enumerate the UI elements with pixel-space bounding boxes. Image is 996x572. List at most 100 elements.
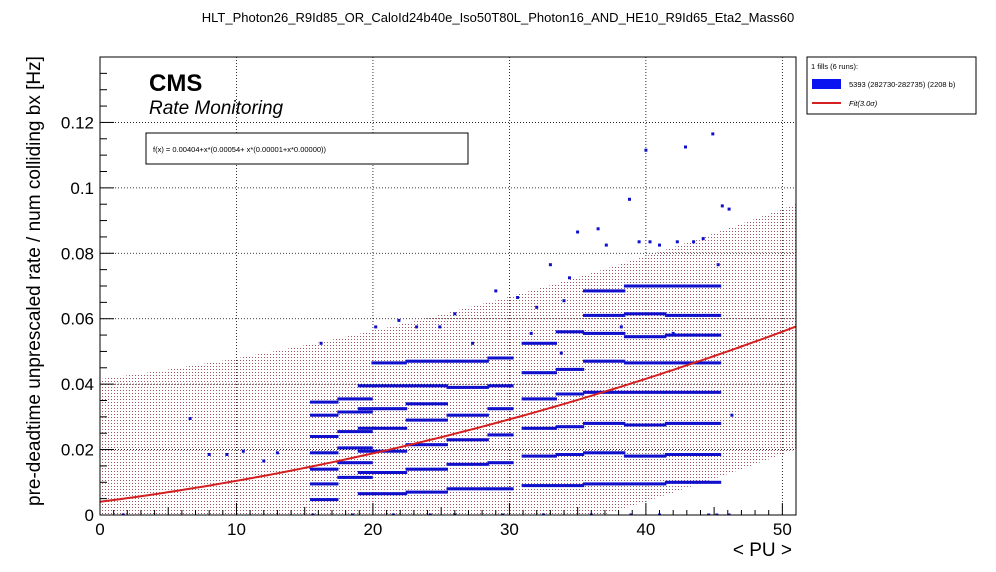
data-point: [403, 361, 407, 365]
data-point: [606, 451, 610, 455]
data-point: [401, 384, 405, 388]
data-point: [335, 435, 339, 438]
data-point: [419, 384, 423, 388]
data-point: [390, 492, 394, 496]
data-point: [589, 390, 593, 394]
data-point: [428, 359, 432, 363]
data-point: [558, 453, 561, 456]
data-point: [702, 480, 705, 484]
data-point: [489, 356, 493, 360]
data-point: [460, 487, 464, 491]
data-point: [567, 453, 571, 456]
data-point: [528, 454, 532, 458]
data-point: [589, 331, 593, 335]
data-point: [654, 284, 658, 288]
data-point: [589, 482, 593, 486]
data-point: [699, 421, 703, 425]
data-point: [664, 333, 668, 337]
data-point: [596, 289, 600, 293]
data-point: [415, 325, 419, 329]
data-point: [451, 438, 455, 442]
data-point: [560, 330, 564, 334]
data-point: [362, 446, 366, 450]
data-point: [448, 385, 452, 389]
data-point: [330, 400, 334, 404]
data-point: [431, 359, 435, 363]
y-tick-label: 0.04: [61, 375, 94, 394]
data-point: [323, 467, 327, 471]
data-point: [547, 397, 551, 401]
data-point: [692, 313, 696, 317]
data-point: [407, 418, 411, 422]
data-point: [378, 361, 382, 365]
data-point: [622, 289, 626, 293]
data-point: [362, 426, 366, 430]
data-point: [674, 453, 678, 456]
data-point: [542, 426, 546, 430]
data-point: [695, 284, 698, 288]
data-point: [640, 284, 644, 288]
data-point: [565, 330, 568, 334]
data-point: [367, 397, 371, 401]
data-point: [559, 351, 563, 355]
data-point: [606, 331, 610, 335]
data-point: [702, 421, 705, 425]
data-point: [506, 433, 509, 437]
data-point: [323, 400, 327, 404]
data-point: [376, 407, 380, 411]
data-point: [664, 284, 668, 288]
data-point: [617, 451, 621, 455]
data-point: [401, 449, 405, 453]
data-point: [312, 435, 316, 438]
data-point: [501, 487, 505, 491]
data-point: [706, 390, 710, 394]
data-point: [462, 385, 466, 389]
data-point: [526, 341, 530, 345]
data-point: [549, 397, 553, 401]
data-point: [706, 284, 710, 288]
data-point: [469, 359, 473, 363]
data-point: [608, 390, 612, 394]
data-point: [626, 284, 630, 288]
y-tick-label: 0.12: [61, 113, 94, 132]
data-point: [658, 390, 662, 394]
data-point: [438, 325, 442, 329]
data-point: [713, 390, 717, 394]
data-point: [310, 400, 313, 404]
data-point: [503, 384, 507, 388]
data-point: [438, 402, 441, 406]
data-point: [346, 430, 350, 434]
data-point: [435, 443, 439, 447]
data-point: [562, 392, 566, 396]
data-point: [385, 426, 389, 430]
data-point: [690, 284, 694, 288]
data-point: [706, 333, 710, 337]
data-point: [535, 305, 539, 309]
data-point: [560, 425, 564, 429]
data-point: [353, 430, 357, 434]
data-point: [369, 397, 373, 401]
data-point: [438, 384, 441, 388]
data-point: [585, 451, 589, 455]
data-point: [448, 487, 452, 491]
data-point: [424, 384, 428, 388]
data-point: [397, 449, 401, 453]
data-point: [330, 435, 334, 438]
data-point: [671, 361, 675, 365]
data-point: [713, 284, 717, 288]
data-point: [649, 335, 653, 339]
data-point: [713, 453, 717, 456]
data-point: [658, 454, 662, 458]
data-point: [671, 480, 675, 484]
data-point: [330, 482, 334, 486]
data-point: [615, 331, 619, 335]
data-point: [417, 443, 421, 447]
data-point: [337, 430, 341, 434]
data-point: [626, 423, 630, 427]
data-point: [675, 240, 679, 244]
data-point: [615, 289, 619, 293]
data-point: [351, 397, 355, 401]
data-point: [664, 453, 668, 456]
data-point: [426, 402, 430, 406]
data-point: [351, 410, 355, 414]
